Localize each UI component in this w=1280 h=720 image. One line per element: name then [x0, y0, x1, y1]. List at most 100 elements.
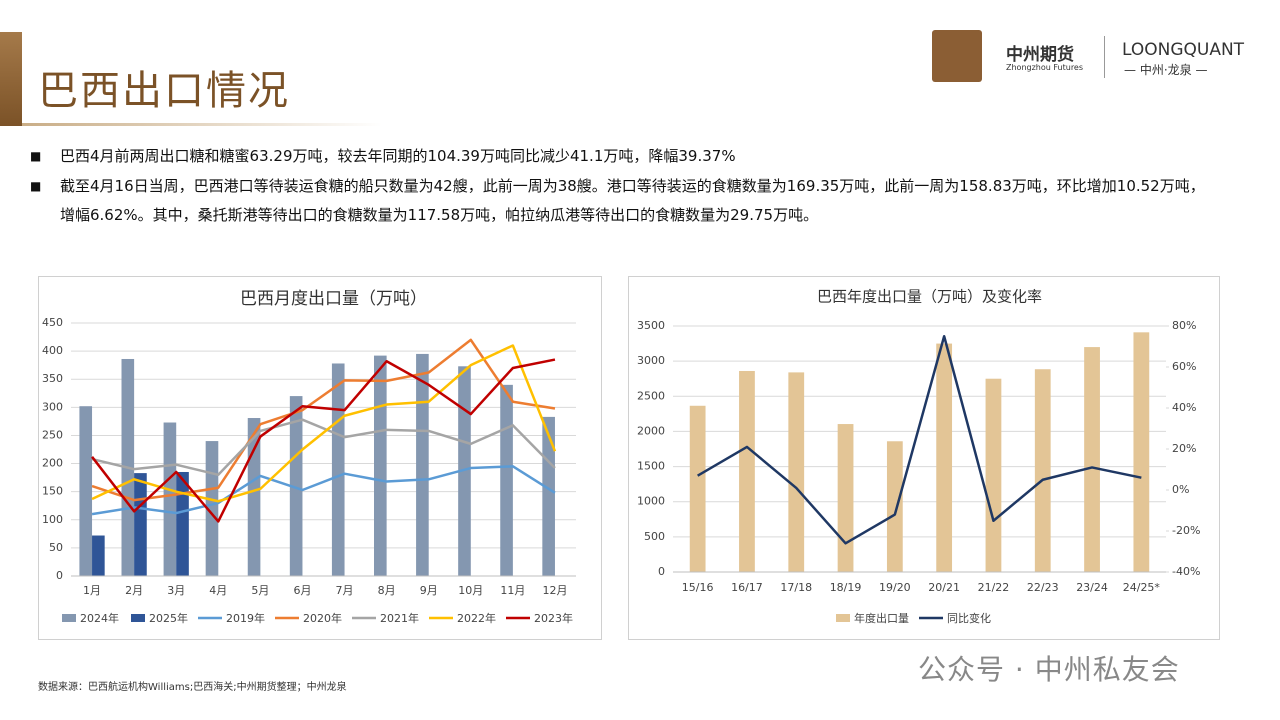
- y-tick-label: 200: [42, 457, 63, 470]
- x-tick-label: 3月: [167, 584, 185, 597]
- x-tick-label: 12月: [542, 584, 567, 597]
- chart-title: 巴西年度出口量（万吨）及变化率: [817, 288, 1042, 306]
- legend-label: 2019年: [226, 611, 265, 625]
- x-tick-label: 1月: [83, 584, 101, 597]
- y-tick-label: 0: [658, 565, 665, 578]
- line-series: [91, 465, 556, 516]
- watermark: 公众号 · 中州私友会: [918, 653, 1180, 686]
- y-tick-label: 150: [42, 485, 63, 498]
- y2-tick-label: -20%: [1172, 524, 1200, 537]
- legend-label: 2022年: [457, 611, 496, 625]
- x-tick-label: 2月: [125, 584, 143, 597]
- y-tick-label: 500: [644, 530, 665, 543]
- logo-text: 中州期货: [1006, 45, 1074, 65]
- legend-label: 年度出口量: [854, 611, 909, 625]
- bar: [331, 363, 345, 576]
- y-tick-label: 300: [42, 400, 63, 413]
- x-tick-label: 23/24: [1076, 581, 1108, 594]
- line-series: [697, 335, 1142, 545]
- y-tick-label: 3500: [637, 319, 665, 332]
- bullet: 截至4月16日当周，巴西港口等待装运食糖的船只数量为42艘，此前一周为38艘。港…: [30, 172, 1210, 230]
- y2-tick-label: 80%: [1172, 319, 1196, 332]
- legend-swatch: [62, 614, 76, 622]
- bar: [416, 353, 429, 576]
- x-tick-label: 11月: [500, 584, 525, 597]
- x-tick-label: 7月: [336, 584, 354, 597]
- x-tick-label: 15/16: [682, 581, 714, 594]
- bar: [500, 384, 513, 576]
- bar: [458, 366, 471, 576]
- chart: 巴西月度出口量（万吨） 0 50 100 150 200 250 300 350 400 450 1月…: [38, 276, 602, 640]
- x-tick-label: 24/25*: [1123, 581, 1161, 594]
- logo-separator: [1104, 36, 1105, 78]
- y-tick-label: 250: [42, 428, 63, 441]
- line-series: [91, 344, 557, 503]
- legend: 年度出口量 同比变化: [836, 611, 991, 625]
- logo-subtext: Zhongzhou Futures: [1006, 63, 1084, 72]
- legend-label: 同比变化: [947, 611, 991, 625]
- chart-title: 巴西月度出口量（万吨）: [240, 289, 427, 309]
- page-title: 巴西出口情况: [38, 68, 290, 114]
- brand-text: LOONGQUANT: [1122, 40, 1245, 60]
- legend-label: 2023年: [534, 611, 573, 625]
- y2-tick-label: 0%: [1172, 483, 1189, 496]
- y-tick-label: 50: [49, 541, 63, 554]
- x-tick-label: 22/23: [1027, 581, 1059, 594]
- y-tick-label: 100: [42, 513, 63, 526]
- legend-label: 2020年: [303, 611, 342, 625]
- x-tick-label: 18/19: [830, 581, 862, 594]
- line-series: [91, 358, 556, 523]
- bar: [163, 422, 177, 576]
- bar: [886, 441, 903, 572]
- y-tick-label: 1500: [637, 460, 665, 473]
- x-tick-label: 21/22: [978, 581, 1010, 594]
- bar: [79, 406, 93, 576]
- x-tick-label: 19/20: [879, 581, 911, 594]
- legend: 2024年 2025年 2019年 2020年 2021年 2022年 2023年: [62, 611, 573, 625]
- legend-swatch: [836, 614, 850, 622]
- x-tick-label: 10月: [458, 584, 483, 597]
- y2-tick-label: -40%: [1172, 565, 1200, 578]
- bar: [134, 473, 147, 576]
- x-tick-label: 16/17: [731, 581, 763, 594]
- y-tick-label: 2500: [637, 389, 665, 402]
- bar: [1084, 347, 1100, 572]
- x-tick-label: 6月: [293, 584, 311, 597]
- bar: [985, 378, 1002, 572]
- bar: [739, 370, 755, 572]
- bar: [837, 424, 854, 572]
- y-tick-label: 350: [42, 372, 63, 385]
- header-bar: [0, 32, 22, 126]
- y-tick-label: 3000: [637, 354, 665, 367]
- legend-label: 2024年: [80, 611, 119, 625]
- brand-subtext: — 中州·龙泉 —: [1124, 63, 1208, 77]
- x-tick-label: 5月: [251, 584, 269, 597]
- bar: [542, 416, 555, 576]
- header-line: [22, 123, 382, 126]
- bar: [936, 343, 953, 572]
- legend-swatch: [131, 614, 145, 622]
- bar: [176, 471, 189, 576]
- bullet: 巴西4月前两周出口糖和糖蜜63.29万吨，较去年同期的104.39万吨同比减少4…: [30, 142, 1210, 171]
- y2-tick-label: 40%: [1172, 401, 1196, 414]
- legend-label: 2025年: [149, 611, 188, 625]
- legend-label: 2021年: [380, 611, 419, 625]
- line-series: [91, 338, 556, 502]
- y-tick-label: 0: [56, 569, 63, 582]
- source-note: 数据来源：巴西航运机构Williams;巴西海关;中州期货整理；中州龙泉: [38, 682, 347, 693]
- x-tick-label: 17/18: [780, 581, 812, 594]
- bar: [788, 372, 805, 572]
- bar: [374, 355, 387, 576]
- y-tick-label: 400: [42, 344, 63, 357]
- y-tick-label: 2000: [637, 424, 665, 437]
- bar: [289, 396, 303, 576]
- bar: [1034, 369, 1051, 572]
- line-series: [91, 418, 556, 477]
- x-tick-label: 8月: [378, 584, 396, 597]
- x-tick-label: 4月: [209, 584, 227, 597]
- bar: [1133, 332, 1150, 572]
- y-tick-label: 450: [42, 316, 63, 329]
- chart: 巴西年度出口量（万吨）及变化率 0 500 1000 1500 2000 2500 3000 3…: [628, 276, 1220, 640]
- bar: [92, 535, 105, 576]
